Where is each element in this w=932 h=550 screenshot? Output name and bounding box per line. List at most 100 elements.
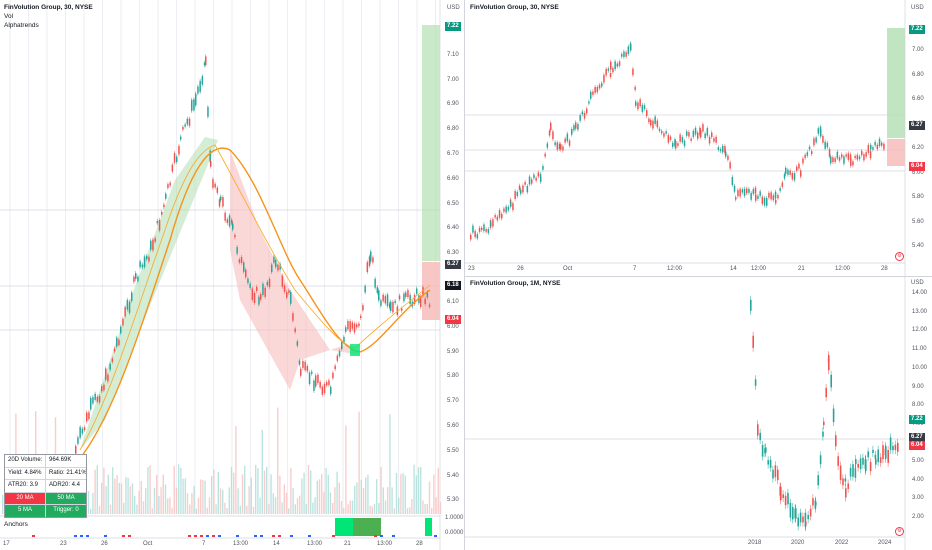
candle-body [353, 323, 356, 333]
top-right-price-label: 6.00 [912, 169, 924, 176]
panel-divider-horizontal[interactable] [465, 276, 932, 277]
volume-bar [248, 486, 250, 514]
candle-body [398, 295, 401, 300]
candle-body [139, 261, 141, 268]
candle-body [581, 111, 584, 115]
candle-body [852, 161, 854, 166]
top-right-target-price-tag: 7.22 [909, 25, 925, 34]
anchor-tick [128, 535, 131, 537]
volume-bar [112, 467, 114, 514]
bottom-right-price-label: 11.00 [912, 346, 927, 353]
candle-body [894, 444, 897, 451]
bottom-right-chart-canvas[interactable] [465, 277, 932, 550]
candle-body [118, 339, 120, 345]
candle-body [804, 154, 806, 158]
candle-body [706, 128, 709, 136]
candle-body [862, 457, 864, 465]
candle-body [288, 290, 290, 293]
candle-body [103, 384, 105, 391]
candle-body [583, 113, 586, 119]
candle-body [809, 508, 812, 517]
candle-body [392, 301, 394, 313]
candle-body [855, 459, 857, 465]
anchor-tick [122, 535, 125, 537]
panel-divider-vertical[interactable] [464, 0, 465, 550]
candle-body [251, 288, 254, 300]
volume-bar [358, 411, 360, 514]
volume-bar [107, 474, 109, 514]
candle-body [759, 432, 761, 441]
top-right-price-label: 6.80 [912, 71, 924, 78]
volume-bar [336, 471, 338, 514]
bottom-right-chart-panel[interactable]: FinVolution Group, 1M, NYSE USD 14.00 13.… [465, 277, 932, 550]
volume-bar [433, 474, 435, 514]
top-right-time-label: 21 [798, 266, 805, 272]
anchor-tick [392, 535, 395, 537]
candle-body [650, 120, 652, 126]
candle-body [603, 74, 605, 83]
candle-body [226, 219, 229, 224]
volume-bar [435, 497, 437, 514]
candle-body [780, 487, 782, 501]
bottom-right-price-label: 9.00 [912, 383, 924, 390]
left-chart-panel[interactable]: FinVolution Group, 30, NYSE Vol Alphatre… [0, 0, 464, 550]
candle-body [214, 183, 216, 188]
candle-body [374, 278, 376, 288]
candle-body [113, 348, 116, 352]
candle-body [820, 129, 822, 137]
candle-body [562, 146, 564, 151]
volume-bar [109, 504, 112, 514]
bottom-right-price-label: 10.00 [912, 364, 928, 371]
left-price-label: 7.00 [447, 76, 459, 83]
top-right-settings-icon[interactable]: ⚙ [895, 252, 904, 261]
candle-body [240, 257, 243, 263]
volume-bar [241, 474, 244, 514]
candle-body [300, 368, 302, 376]
candle-body [699, 127, 701, 136]
candle-body [708, 136, 711, 144]
anchors-pane-label: Anchors [4, 521, 28, 528]
volume-bar [156, 474, 158, 514]
volume-bar [233, 472, 235, 514]
candle-body [717, 147, 720, 150]
bottom-right-settings-icon[interactable]: ⚙ [895, 527, 904, 536]
anchor-tick [218, 535, 221, 537]
bottom-right-price-label: 5.00 [912, 458, 924, 464]
volume-bar [217, 471, 219, 514]
candle-body [148, 256, 150, 262]
candle-body [672, 142, 674, 147]
candle-body [77, 437, 79, 444]
top-right-current-price-tag: 6.27 [909, 121, 925, 130]
candle-body [857, 463, 859, 468]
volume-bar [318, 479, 321, 514]
candle-body [824, 141, 826, 149]
candle-body [817, 128, 820, 134]
top-right-time-label: 28 [881, 266, 888, 272]
volume-bar [228, 487, 230, 514]
candle-body [654, 116, 656, 124]
top-right-chart-panel[interactable]: FinVolution Group, 30, NYSE USD 7.00 6.80… [465, 0, 932, 276]
candle-body [558, 143, 561, 149]
candle-body [290, 291, 292, 304]
candle-body [122, 318, 124, 326]
candle-body [697, 132, 699, 139]
candle-body [243, 262, 245, 272]
left-price-label: 6.40 [447, 225, 459, 232]
volume-bar [404, 475, 406, 514]
volume-bar [321, 474, 323, 514]
left-chart-canvas[interactable] [0, 0, 464, 550]
candle-body [815, 502, 817, 506]
candle-body [315, 375, 317, 387]
volume-bar [131, 483, 134, 514]
volume-bar [224, 502, 226, 514]
candle-body [588, 101, 590, 104]
volume-bar [197, 497, 200, 514]
candle-body [152, 239, 154, 251]
top-right-chart-canvas[interactable] [465, 0, 932, 276]
candle-body [422, 287, 424, 296]
candle-body [306, 366, 309, 372]
candle-body [830, 374, 832, 388]
candle-body [792, 507, 794, 520]
candle-body [394, 300, 396, 304]
volume-bar [87, 491, 90, 514]
